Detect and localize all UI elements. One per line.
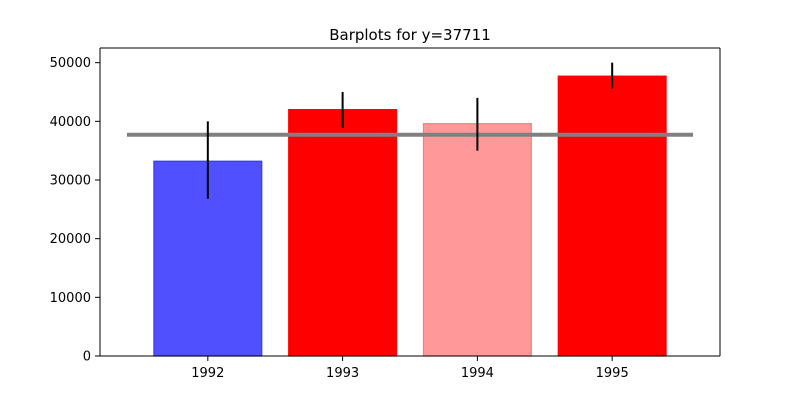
axes-layer [99, 47, 721, 357]
y-tick-label: 0 [83, 350, 91, 365]
x-tick-label: 1993 [326, 366, 359, 381]
error-bars-layer [206, 62, 614, 199]
bar-1994 [422, 123, 532, 357]
x-tick-label: 1994 [461, 366, 494, 381]
y-tick-label: 30000 [50, 174, 91, 189]
x-tick-label: 1992 [191, 366, 224, 381]
bar-1995 [557, 75, 667, 357]
bar-1993 [288, 108, 398, 357]
y-tick-label: 50000 [50, 56, 91, 71]
y-tick-label: 40000 [50, 115, 91, 130]
chart-title: Barplots for y=37711 [329, 26, 491, 44]
y-tick-label: 10000 [50, 291, 91, 306]
x-tick-label: 1995 [596, 366, 629, 381]
y-axis-ticks: 0 10000 20000 30000 40000 50000 [50, 56, 100, 365]
y-tick-label: 20000 [50, 232, 91, 247]
x-axis-ticks: 1992 1993 1994 1995 [191, 356, 629, 381]
